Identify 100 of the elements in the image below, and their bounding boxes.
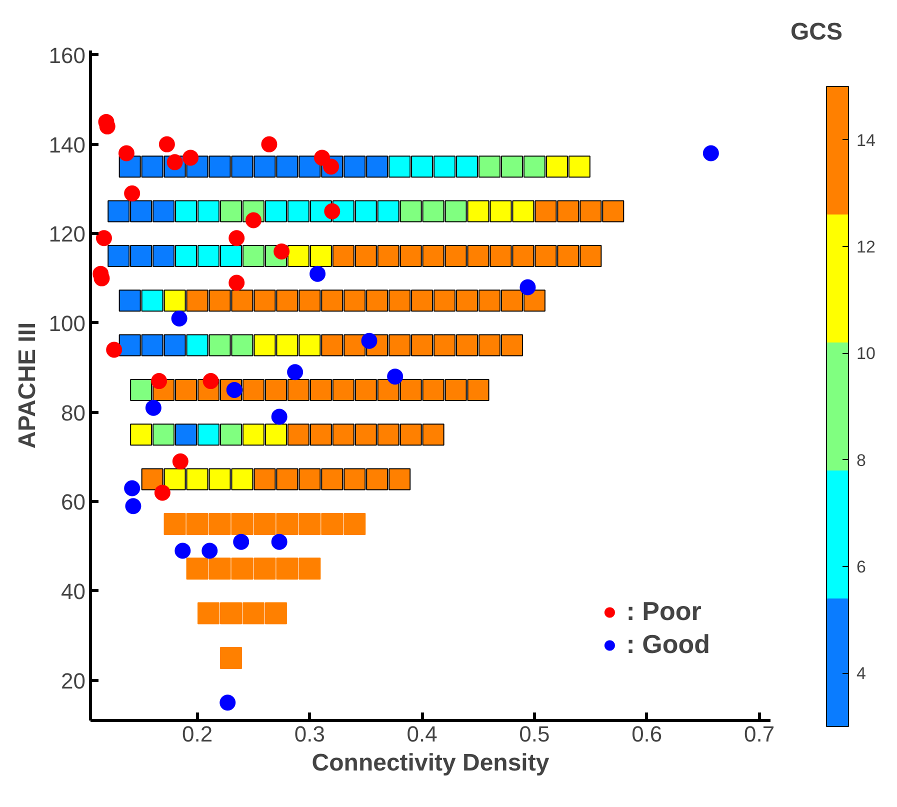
point (202, 373, 219, 390)
legend-label: : Good (626, 629, 710, 660)
point (151, 373, 168, 390)
point (298, 558, 321, 580)
point (366, 468, 388, 490)
point (377, 200, 400, 222)
point (456, 334, 478, 356)
point (298, 468, 321, 490)
point (377, 244, 400, 267)
point (264, 602, 287, 624)
point (220, 200, 242, 222)
point (208, 156, 231, 178)
point (220, 694, 236, 711)
point (444, 244, 467, 267)
x-tick-label: 0.7 (744, 722, 775, 746)
point (141, 468, 164, 490)
color-bar-label: 12 (856, 238, 876, 256)
point (500, 334, 523, 356)
point (400, 200, 422, 222)
y-tick-label: 120 (48, 222, 86, 247)
point (490, 244, 512, 267)
point (242, 244, 264, 267)
x-tick-label: 0.2 (182, 722, 213, 746)
point (264, 424, 287, 446)
point (231, 512, 254, 535)
point (287, 364, 304, 380)
point (124, 185, 140, 202)
point (321, 468, 344, 490)
point (490, 200, 512, 222)
y-tick-label: 60 (61, 490, 86, 515)
point (523, 156, 546, 178)
point (220, 602, 242, 624)
point (400, 244, 422, 267)
point (467, 244, 490, 267)
point (233, 534, 250, 550)
point (344, 512, 366, 535)
point (254, 468, 276, 490)
point (231, 156, 254, 178)
point (254, 334, 276, 356)
point (175, 200, 198, 222)
point (186, 468, 208, 490)
point (298, 334, 321, 356)
point (344, 290, 366, 312)
point (124, 480, 140, 496)
color-bar-label: 10 (856, 344, 876, 364)
point (276, 156, 298, 178)
point (456, 290, 478, 312)
point (332, 424, 354, 446)
point (271, 534, 288, 550)
point (276, 290, 298, 312)
point (366, 156, 388, 178)
x-tick-label: 0.6 (632, 722, 662, 746)
point (422, 424, 444, 446)
point (175, 378, 198, 401)
point (261, 136, 278, 152)
point (231, 334, 254, 356)
point (254, 156, 276, 178)
point (467, 378, 490, 401)
point (298, 512, 321, 535)
point (354, 200, 377, 222)
point (254, 558, 276, 580)
point (202, 542, 218, 559)
point (434, 334, 456, 356)
point (287, 244, 310, 267)
point (276, 468, 298, 490)
point (444, 378, 467, 401)
point (354, 378, 377, 401)
point (152, 424, 175, 446)
color-bar-label: 4 (856, 664, 866, 684)
point (400, 424, 422, 446)
point (208, 290, 231, 312)
point (287, 378, 310, 401)
point (141, 156, 164, 178)
point (96, 230, 112, 246)
point (276, 334, 298, 356)
point (242, 424, 264, 446)
point (118, 145, 134, 162)
x-tick-label: 0.3 (294, 722, 325, 746)
point (245, 212, 262, 228)
point (264, 200, 287, 222)
point (500, 290, 523, 312)
point (478, 156, 501, 178)
point (254, 290, 276, 312)
point (287, 424, 310, 446)
point (145, 400, 162, 416)
point (228, 274, 245, 291)
point (321, 290, 344, 312)
point (422, 200, 444, 222)
y-axis-title: APACHE III (14, 322, 41, 449)
point (310, 424, 332, 446)
point (534, 244, 557, 267)
point (310, 266, 326, 282)
point (186, 558, 208, 580)
point (568, 156, 590, 178)
point (130, 378, 152, 401)
point (231, 290, 254, 312)
point (512, 200, 534, 222)
point (254, 512, 276, 535)
point (478, 290, 501, 312)
point (198, 602, 220, 624)
